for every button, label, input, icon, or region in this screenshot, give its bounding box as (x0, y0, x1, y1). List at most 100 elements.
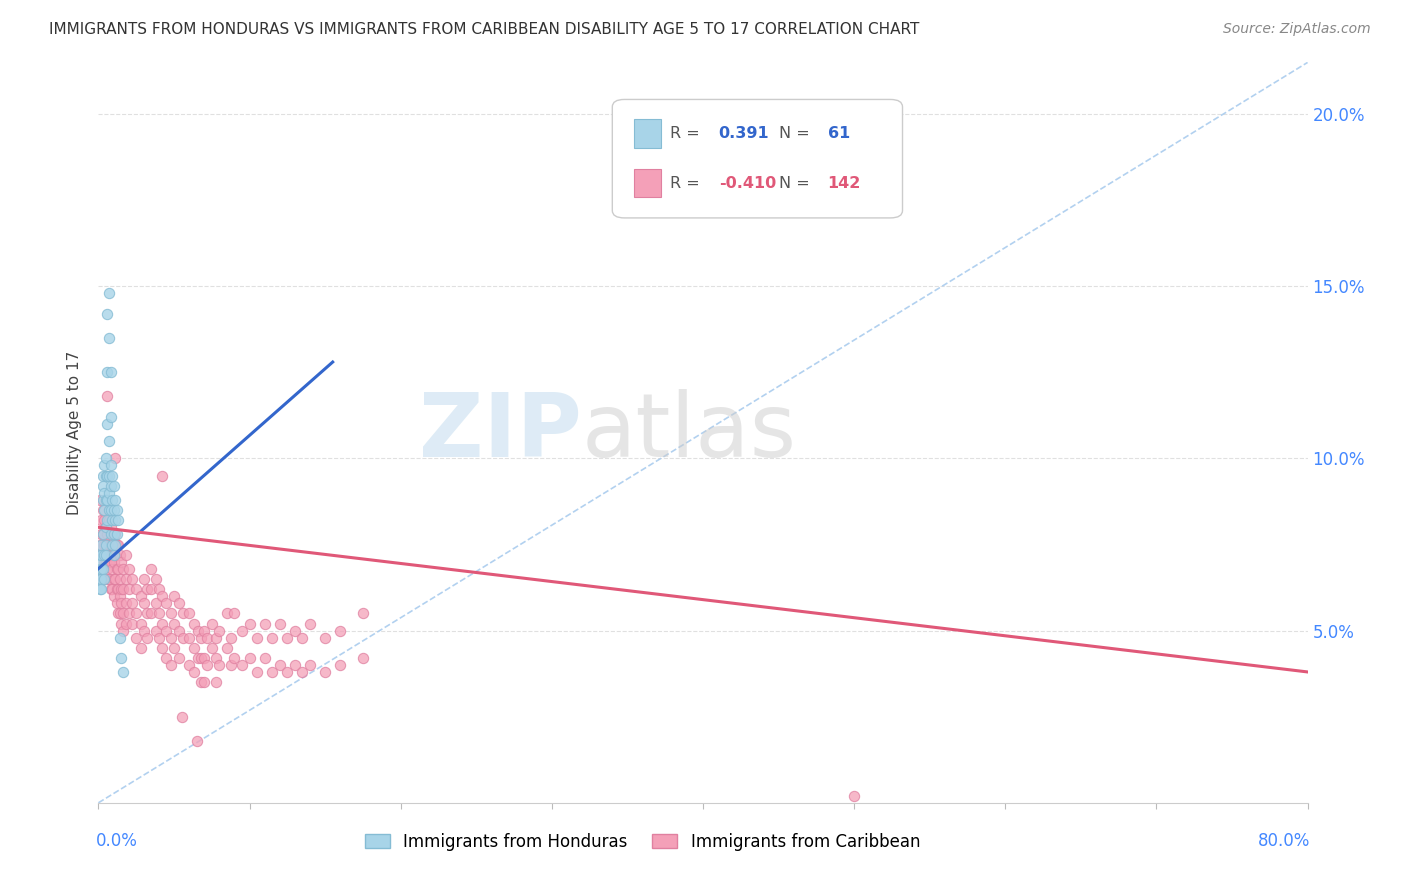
Point (91, 527, 114, 541)
Point (163, 616, 186, 631)
Point (107, 561, 129, 575)
Y-axis label: Disability Age 5 to 17: Disability Age 5 to 17 (67, 351, 83, 515)
Point (93, 503, 115, 517)
Point (239, 616, 262, 631)
Point (90, 572, 112, 586)
Text: 0.391: 0.391 (718, 126, 769, 141)
Point (179, 607, 201, 621)
Point (114, 572, 136, 586)
Point (155, 624, 177, 638)
Point (246, 665, 269, 679)
Point (844, 789, 866, 803)
Point (299, 658, 322, 673)
Point (231, 624, 253, 638)
Point (91, 548, 114, 562)
Point (179, 658, 201, 673)
Text: N =: N = (779, 126, 815, 141)
Point (90, 582, 112, 597)
Point (145, 596, 167, 610)
Point (111, 665, 134, 679)
Point (118, 607, 141, 621)
Point (110, 616, 132, 631)
Point (195, 658, 218, 673)
Point (167, 596, 190, 610)
Point (98, 537, 121, 551)
Point (221, 631, 243, 645)
Point (193, 651, 215, 665)
Point (239, 651, 262, 665)
Point (105, 537, 128, 551)
Point (90, 548, 112, 562)
Point (193, 675, 215, 690)
Point (89, 582, 111, 597)
Point (150, 616, 173, 631)
Point (96, 561, 118, 575)
Point (150, 468, 173, 483)
Point (93, 537, 115, 551)
Point (94, 468, 117, 483)
Text: ZIP: ZIP (419, 389, 582, 476)
Point (172, 607, 194, 621)
Point (201, 640, 224, 655)
Point (90, 513, 112, 527)
Point (96, 468, 118, 483)
Bar (634, 120, 661, 147)
Point (103, 534, 125, 549)
Point (98, 331, 121, 345)
Point (98, 572, 121, 586)
Point (118, 561, 141, 575)
Point (104, 527, 127, 541)
Point (208, 658, 231, 673)
Point (89, 561, 111, 575)
Point (329, 624, 352, 638)
Point (105, 596, 128, 610)
Point (107, 607, 129, 621)
Text: R =: R = (671, 176, 706, 191)
Point (183, 616, 205, 631)
Point (96, 492, 118, 507)
Point (150, 640, 173, 655)
Point (94, 520, 117, 534)
Point (100, 410, 122, 425)
Text: 142: 142 (828, 176, 860, 191)
Point (231, 658, 253, 673)
Point (93, 572, 115, 586)
Point (89, 572, 111, 586)
Text: Source: ZipAtlas.com: Source: ZipAtlas.com (1223, 22, 1371, 37)
Point (148, 607, 170, 621)
Point (201, 616, 224, 631)
Point (114, 616, 136, 631)
Point (129, 640, 152, 655)
Point (96, 527, 118, 541)
Point (205, 631, 228, 645)
Point (104, 537, 127, 551)
Point (100, 527, 122, 541)
Point (103, 503, 125, 517)
Point (101, 548, 124, 562)
Point (224, 607, 246, 621)
Point (145, 572, 167, 586)
Point (90, 572, 112, 586)
Point (96, 548, 118, 562)
Point (276, 631, 298, 645)
Point (111, 607, 134, 621)
Point (110, 582, 132, 597)
Point (284, 624, 307, 638)
Point (101, 468, 124, 483)
Point (98, 503, 121, 517)
Point (98, 486, 121, 500)
Point (329, 658, 352, 673)
FancyBboxPatch shape (613, 99, 903, 218)
Point (183, 665, 205, 679)
Point (94, 548, 117, 562)
Point (141, 607, 163, 621)
Point (141, 582, 163, 597)
Point (108, 572, 131, 586)
Point (132, 596, 155, 610)
Point (98, 468, 121, 483)
Point (96, 307, 118, 321)
Point (179, 631, 201, 645)
Point (90, 527, 112, 541)
Point (221, 658, 243, 673)
Point (299, 616, 322, 631)
